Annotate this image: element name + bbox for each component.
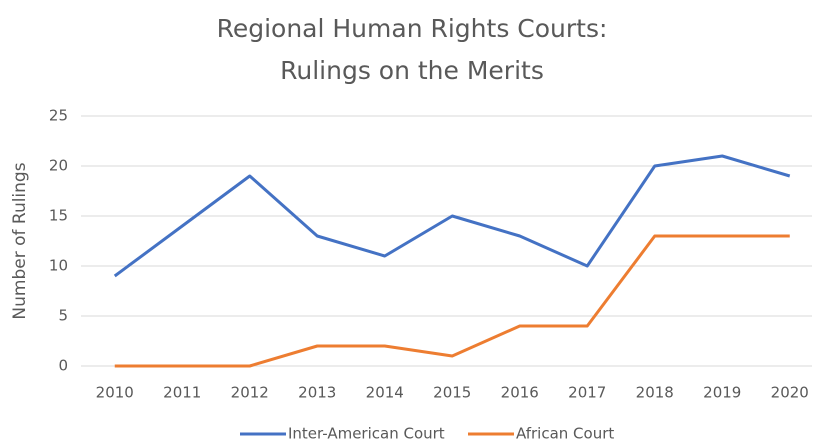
y-tick-label: 5: [58, 307, 68, 325]
chart-title: Rulings on the Merits: [280, 56, 544, 85]
series-line: [114, 234, 790, 368]
x-tick-label: 2010: [96, 384, 134, 402]
x-tick-label: 2016: [501, 384, 539, 402]
y-tick-label: 0: [58, 357, 68, 375]
x-tick-label: 2012: [231, 384, 269, 402]
x-tick-label: 2017: [568, 384, 606, 402]
x-tick-label: 2015: [433, 384, 471, 402]
x-tick-label: 2018: [636, 384, 674, 402]
x-tick-label: 2019: [703, 384, 741, 402]
x-tick-label: 2013: [298, 384, 336, 402]
legend-label: Inter-American Court: [288, 425, 445, 442]
y-tick-label: 10: [49, 257, 68, 275]
x-tick-label: 2020: [771, 384, 809, 402]
y-tick-label: 25: [49, 107, 68, 125]
y-tick-label: 15: [49, 207, 68, 225]
x-tick-label: 2011: [163, 384, 201, 402]
legend-label: African Court: [516, 425, 614, 442]
y-tick-label: 20: [49, 157, 68, 175]
series-line: [113, 154, 791, 278]
y-axis-label: Number of Rulings: [10, 162, 30, 319]
chart-title: Regional Human Rights Courts:: [217, 14, 608, 43]
x-tick-label: 2014: [366, 384, 404, 402]
